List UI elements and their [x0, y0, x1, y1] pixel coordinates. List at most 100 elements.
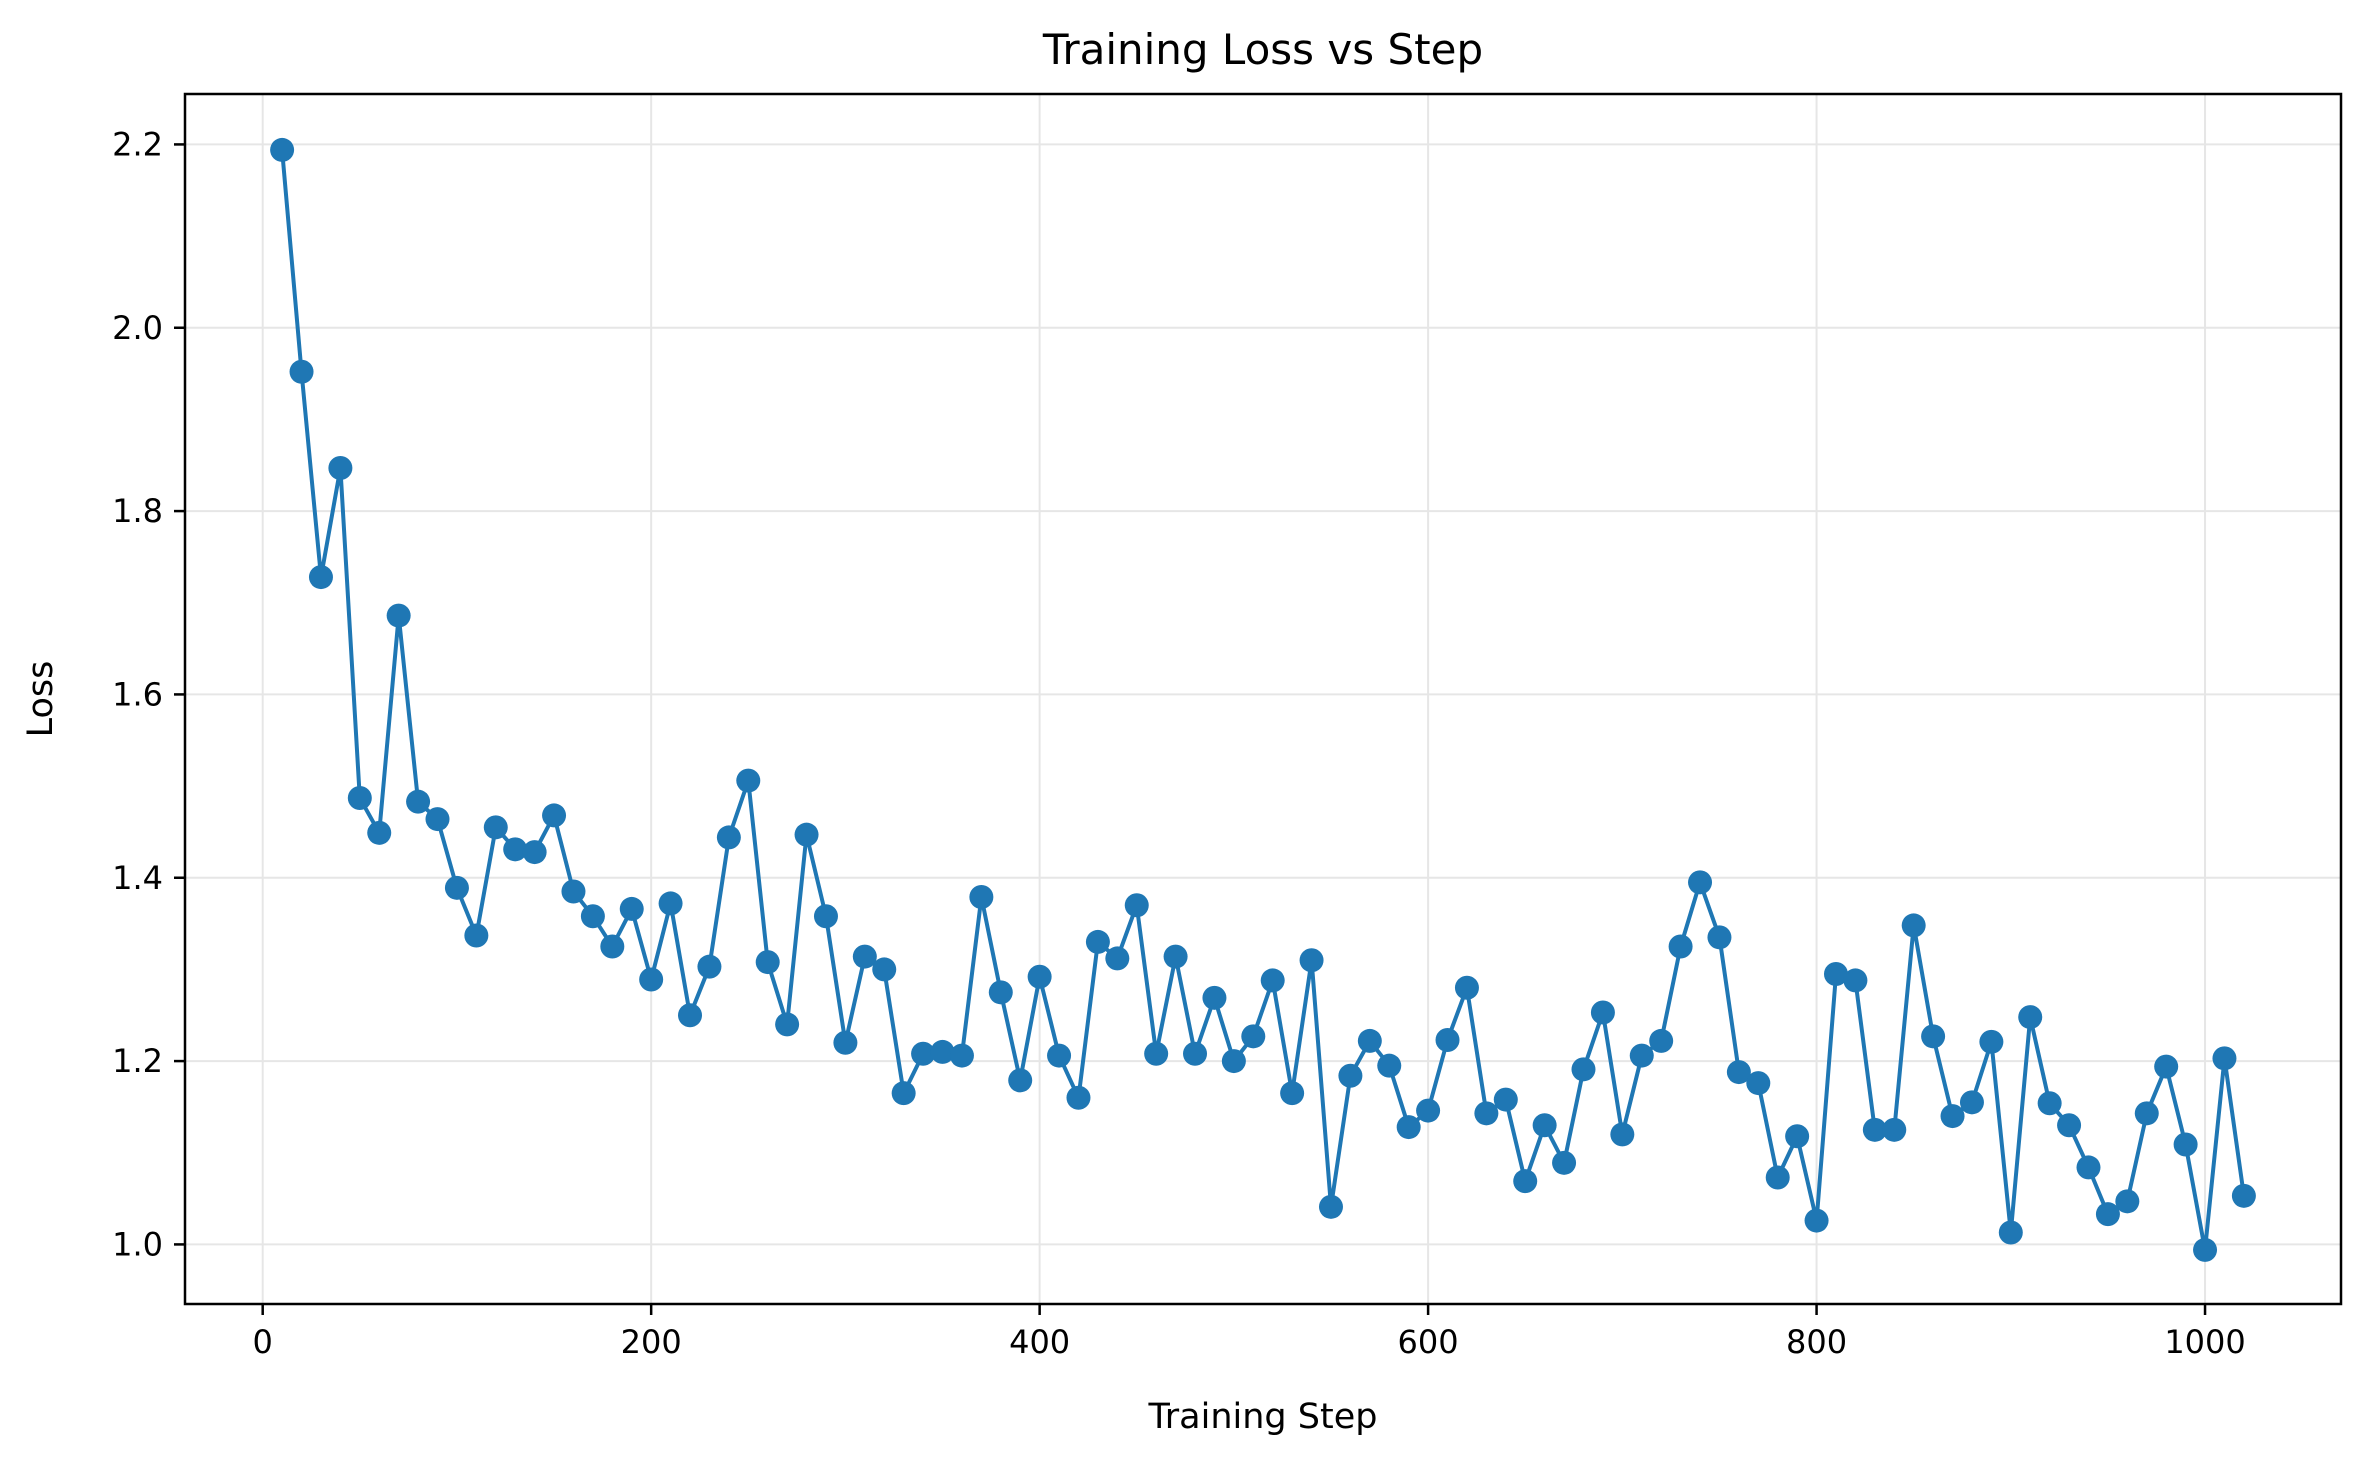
- data-point: [1921, 1024, 1946, 1049]
- data-point: [2076, 1155, 2101, 1180]
- data-point: [1668, 934, 1693, 959]
- data-point: [2115, 1189, 2140, 1214]
- data-point: [1746, 1071, 1771, 1096]
- data-point: [561, 879, 586, 904]
- data-point: [2057, 1113, 2082, 1138]
- data-point: [1532, 1113, 1557, 1138]
- data-point: [2173, 1132, 2198, 1157]
- data-point: [328, 456, 353, 480]
- data-point: [872, 957, 897, 982]
- data-point: [1338, 1063, 1363, 1088]
- data-point: [1513, 1169, 1538, 1194]
- data-point: [1318, 1194, 1343, 1219]
- data-point: [1377, 1053, 1402, 1078]
- data-point: [1823, 962, 1848, 986]
- data-point: [1765, 1165, 1790, 1190]
- data-point: [600, 934, 625, 959]
- chart-title: Training Loss vs Step: [1042, 25, 1483, 74]
- data-point: [1610, 1122, 1635, 1147]
- data-point: [697, 954, 722, 979]
- data-point: [794, 822, 819, 847]
- y-tick-label: 1.8: [112, 492, 163, 530]
- grid-lines: [185, 94, 2341, 1304]
- data-point: [1998, 1220, 2023, 1245]
- data-point: [1959, 1090, 1984, 1115]
- data-point: [1804, 1208, 1829, 1233]
- data-point: [1862, 1117, 1887, 1142]
- x-tick-label: 800: [1786, 1323, 1847, 1361]
- data-point: [1629, 1043, 1654, 1068]
- data-point: [542, 803, 567, 828]
- y-axis-label: Loss: [21, 661, 61, 738]
- data-point: [1357, 1028, 1382, 1053]
- data-point: [1260, 968, 1285, 993]
- data-point: [347, 786, 372, 810]
- data-point: [580, 904, 605, 929]
- data-point: [678, 1003, 703, 1028]
- data-point: [2134, 1101, 2159, 1126]
- data-point: [813, 904, 838, 929]
- data-point: [522, 840, 547, 865]
- data-point: [1493, 1087, 1518, 1112]
- data-point: [736, 768, 761, 793]
- data-point: [969, 885, 994, 909]
- data-point: [2154, 1054, 2179, 1079]
- data-point: [775, 1012, 800, 1037]
- data-point: [852, 944, 877, 969]
- data-point: [1066, 1085, 1091, 1110]
- data-point: [406, 789, 431, 814]
- data-point: [833, 1030, 858, 1055]
- data-point: [2095, 1202, 2120, 1227]
- x-tick-label: 200: [621, 1323, 682, 1361]
- data-point: [367, 820, 392, 845]
- x-axis-ticks: 0 200 400 600 800 1000: [253, 1304, 2246, 1361]
- data-point: [1979, 1029, 2004, 1054]
- data-point: [1008, 1068, 1033, 1093]
- data-point: [1396, 1115, 1421, 1140]
- data-point: [658, 891, 683, 916]
- data-point: [270, 137, 295, 162]
- data-point: [1649, 1028, 1674, 1053]
- data-point: [1105, 946, 1130, 971]
- data-point: [1047, 1043, 1072, 1068]
- data-point: [988, 980, 1013, 1005]
- data-point: [425, 807, 450, 832]
- data-point: [930, 1039, 955, 1064]
- y-tick-label: 1.4: [112, 859, 163, 897]
- x-tick-label: 0: [253, 1323, 273, 1361]
- data-point: [1726, 1060, 1751, 1085]
- data-point: [308, 565, 333, 590]
- data-point: [1435, 1028, 1460, 1052]
- y-tick-label: 1.0: [112, 1225, 163, 1263]
- data-point: [1241, 1024, 1266, 1049]
- data-point: [2037, 1091, 2062, 1116]
- data-point: [1707, 925, 1732, 950]
- data-point-layer: [270, 137, 2256, 1262]
- data-point: [1163, 944, 1188, 969]
- data-point: [464, 923, 489, 948]
- data-point: [503, 837, 528, 862]
- x-tick-label: 600: [1398, 1323, 1459, 1361]
- data-point: [1940, 1104, 1965, 1129]
- x-axis-label: Training Step: [1148, 1397, 1378, 1437]
- data-point: [483, 815, 508, 840]
- data-point: [2193, 1237, 2218, 1262]
- data-point: [639, 967, 664, 992]
- data-point: [444, 875, 469, 900]
- data-point: [1202, 985, 1227, 1010]
- data-point: [1027, 964, 1052, 989]
- data-point: [716, 825, 741, 850]
- data-point: [289, 359, 314, 384]
- data-point: [2212, 1046, 2237, 1071]
- data-point: [619, 896, 644, 921]
- data-point: [1571, 1057, 1596, 1082]
- data-point: [1183, 1041, 1208, 1066]
- data-point: [1144, 1041, 1169, 1066]
- data-point: [1221, 1049, 1246, 1074]
- data-point: [1280, 1081, 1305, 1106]
- data-point: [1552, 1150, 1577, 1175]
- data-point: [891, 1081, 916, 1106]
